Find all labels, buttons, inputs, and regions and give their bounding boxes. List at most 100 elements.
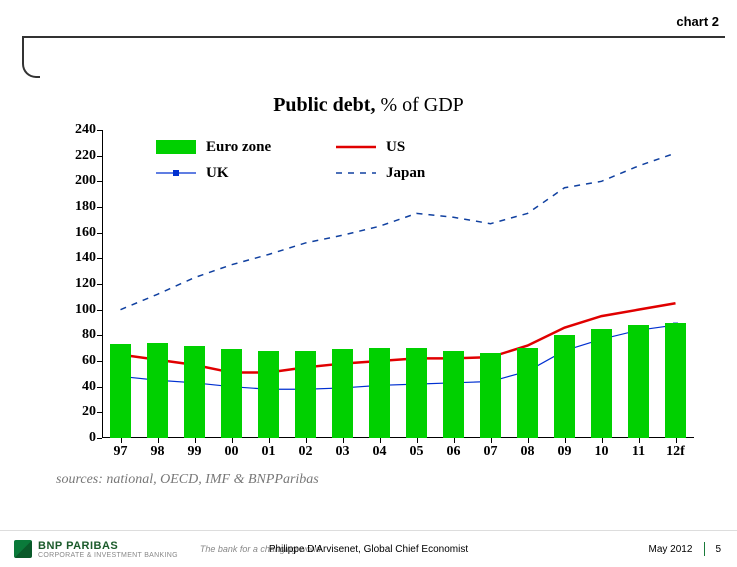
y-tick-mark bbox=[97, 207, 102, 208]
x-tick-mark bbox=[269, 438, 270, 443]
legend-swatch-japan bbox=[336, 166, 376, 180]
x-tick-mark bbox=[676, 438, 677, 443]
chart-title: Public debt, % of GDP bbox=[0, 94, 737, 117]
bar-euro bbox=[554, 335, 574, 438]
legend-label-us: US bbox=[386, 139, 405, 156]
y-tick-label: 140 bbox=[56, 250, 102, 266]
y-tick-label: 160 bbox=[56, 225, 102, 241]
plot-container: Euro zone US UK Japan 020406080100120140… bbox=[60, 130, 700, 460]
x-tick-label: 12f bbox=[666, 444, 685, 460]
legend-swatch-euro bbox=[156, 140, 196, 154]
legend: Euro zone US UK Japan bbox=[156, 134, 516, 186]
legend-item-japan: Japan bbox=[336, 165, 516, 182]
y-tick-label: 0 bbox=[56, 430, 102, 446]
bar-euro bbox=[369, 348, 389, 438]
chart-number-label: chart 2 bbox=[676, 14, 719, 29]
bar-euro bbox=[665, 323, 685, 439]
bar-euro bbox=[443, 351, 463, 438]
y-tick-label: 20 bbox=[56, 404, 102, 420]
y-tick-label: 240 bbox=[56, 122, 102, 138]
footer-date: May 2012 bbox=[649, 544, 693, 555]
x-tick-mark bbox=[602, 438, 603, 443]
x-tick-mark bbox=[121, 438, 122, 443]
x-tick-mark bbox=[639, 438, 640, 443]
sources-text: sources: national, OECD, IMF & BNPPariba… bbox=[56, 472, 319, 488]
bar-euro bbox=[295, 351, 315, 438]
y-tick-mark bbox=[97, 387, 102, 388]
x-tick-label: 10 bbox=[595, 444, 609, 460]
bar-euro bbox=[628, 325, 648, 438]
footer-page-number: 5 bbox=[715, 544, 721, 555]
legend-swatch-us bbox=[336, 140, 376, 154]
y-tick-mark bbox=[97, 335, 102, 336]
y-tick-mark bbox=[97, 412, 102, 413]
x-tick-mark bbox=[158, 438, 159, 443]
x-tick-label: 00 bbox=[225, 444, 239, 460]
bar-euro bbox=[480, 353, 500, 438]
x-tick-mark bbox=[528, 438, 529, 443]
legend-swatch-uk bbox=[156, 166, 196, 180]
bar-euro bbox=[591, 329, 611, 438]
bar-euro bbox=[184, 346, 204, 438]
bar-euro bbox=[258, 351, 278, 438]
bar-euro bbox=[332, 349, 352, 438]
x-tick-mark bbox=[454, 438, 455, 443]
bar-euro bbox=[406, 348, 426, 438]
y-tick-label: 120 bbox=[56, 276, 102, 292]
x-tick-label: 07 bbox=[484, 444, 498, 460]
x-tick-mark bbox=[417, 438, 418, 443]
x-tick-label: 11 bbox=[632, 444, 645, 460]
legend-item-uk: UK bbox=[156, 165, 336, 182]
legend-label-japan: Japan bbox=[386, 165, 425, 182]
x-tick-label: 05 bbox=[410, 444, 424, 460]
x-tick-label: 99 bbox=[188, 444, 202, 460]
x-tick-label: 98 bbox=[151, 444, 165, 460]
header-rule bbox=[22, 36, 725, 38]
bank-name: BNP PARIBAS bbox=[38, 540, 178, 552]
bar-euro bbox=[147, 343, 167, 438]
x-tick-mark bbox=[232, 438, 233, 443]
y-tick-label: 60 bbox=[56, 353, 102, 369]
y-tick-label: 220 bbox=[56, 148, 102, 164]
y-tick-label: 200 bbox=[56, 173, 102, 189]
bar-euro bbox=[517, 348, 537, 438]
y-tick-mark bbox=[97, 130, 102, 131]
x-tick-label: 04 bbox=[373, 444, 387, 460]
bar-euro bbox=[110, 344, 130, 438]
x-tick-label: 09 bbox=[558, 444, 572, 460]
footer-author: Philippe D'Arvisenet, Global Chief Econo… bbox=[269, 544, 468, 555]
x-tick-label: 08 bbox=[521, 444, 535, 460]
x-tick-label: 02 bbox=[299, 444, 313, 460]
footer: BNP PARIBAS CORPORATE & INVESTMENT BANKI… bbox=[0, 530, 737, 567]
y-tick-mark bbox=[97, 284, 102, 285]
y-tick-mark bbox=[97, 156, 102, 157]
y-tick-mark bbox=[97, 181, 102, 182]
y-tick-mark bbox=[97, 438, 102, 439]
x-tick-mark bbox=[306, 438, 307, 443]
x-tick-label: 97 bbox=[114, 444, 128, 460]
bank-logo: BNP PARIBAS CORPORATE & INVESTMENT BANKI… bbox=[14, 540, 178, 559]
y-tick-mark bbox=[97, 233, 102, 234]
x-tick-mark bbox=[491, 438, 492, 443]
x-tick-mark bbox=[565, 438, 566, 443]
x-tick-mark bbox=[380, 438, 381, 443]
legend-label-uk: UK bbox=[206, 165, 229, 182]
y-tick-mark bbox=[97, 361, 102, 362]
bar-euro bbox=[221, 349, 241, 438]
x-tick-mark bbox=[195, 438, 196, 443]
footer-divider bbox=[704, 542, 705, 556]
chart-title-bold: Public debt, bbox=[273, 94, 375, 116]
y-tick-label: 100 bbox=[56, 302, 102, 318]
y-tick-label: 180 bbox=[56, 199, 102, 215]
x-tick-mark bbox=[343, 438, 344, 443]
bank-logo-icon bbox=[14, 540, 32, 558]
legend-label-euro: Euro zone bbox=[206, 139, 271, 156]
header-rule-curve bbox=[22, 60, 40, 78]
legend-item-us: US bbox=[336, 139, 516, 156]
y-tick-label: 80 bbox=[56, 327, 102, 343]
y-tick-label: 40 bbox=[56, 379, 102, 395]
x-tick-label: 06 bbox=[447, 444, 461, 460]
x-tick-label: 03 bbox=[336, 444, 350, 460]
legend-item-euro: Euro zone bbox=[156, 139, 336, 156]
bank-subline: CORPORATE & INVESTMENT BANKING bbox=[38, 552, 178, 559]
